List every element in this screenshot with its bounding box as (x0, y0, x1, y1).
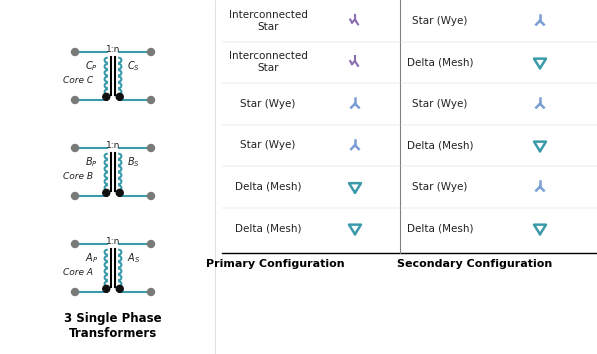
Text: Delta (Mesh): Delta (Mesh) (235, 223, 301, 233)
Circle shape (147, 289, 155, 296)
Circle shape (72, 289, 78, 296)
Text: Delta (Mesh): Delta (Mesh) (407, 140, 473, 150)
Text: 1:n: 1:n (106, 141, 120, 150)
Circle shape (72, 144, 78, 152)
Circle shape (116, 285, 123, 292)
Text: Core C: Core C (63, 76, 93, 85)
Text: Delta (Mesh): Delta (Mesh) (235, 182, 301, 192)
Circle shape (72, 48, 78, 56)
Circle shape (147, 48, 155, 56)
Text: Interconnected
Star: Interconnected Star (229, 51, 307, 73)
Text: 1:n: 1:n (106, 45, 120, 54)
Text: $A_S$: $A_S$ (127, 252, 140, 266)
Circle shape (72, 193, 78, 200)
Circle shape (116, 93, 123, 100)
Circle shape (147, 240, 155, 247)
Text: Star (Wye): Star (Wye) (241, 99, 296, 109)
Circle shape (116, 189, 123, 196)
Text: Core A: Core A (63, 268, 93, 277)
Circle shape (147, 144, 155, 152)
Text: Secondary Configuration: Secondary Configuration (398, 259, 553, 269)
Text: Star (Wye): Star (Wye) (413, 99, 467, 109)
Text: Star (Wye): Star (Wye) (413, 182, 467, 192)
Circle shape (72, 240, 78, 247)
Text: Primary Configuration: Primary Configuration (206, 259, 344, 269)
Circle shape (147, 193, 155, 200)
Text: 3 Single Phase
Transformers: 3 Single Phase Transformers (64, 312, 162, 340)
Text: Star (Wye): Star (Wye) (413, 16, 467, 26)
Text: Core B: Core B (63, 172, 93, 181)
Text: Delta (Mesh): Delta (Mesh) (407, 223, 473, 233)
Text: Star (Wye): Star (Wye) (241, 140, 296, 150)
Text: $C_S$: $C_S$ (127, 59, 140, 73)
Text: $B_P$: $B_P$ (85, 156, 98, 170)
Text: Delta (Mesh): Delta (Mesh) (407, 57, 473, 67)
Circle shape (103, 189, 110, 196)
Circle shape (147, 97, 155, 103)
Circle shape (103, 285, 110, 292)
Text: Interconnected
Star: Interconnected Star (229, 10, 307, 32)
Text: $C_P$: $C_P$ (85, 59, 98, 73)
Text: $A_P$: $A_P$ (85, 252, 99, 266)
Circle shape (103, 93, 110, 100)
Text: 1:n: 1:n (106, 237, 120, 246)
Text: $B_S$: $B_S$ (127, 156, 140, 170)
Circle shape (72, 97, 78, 103)
